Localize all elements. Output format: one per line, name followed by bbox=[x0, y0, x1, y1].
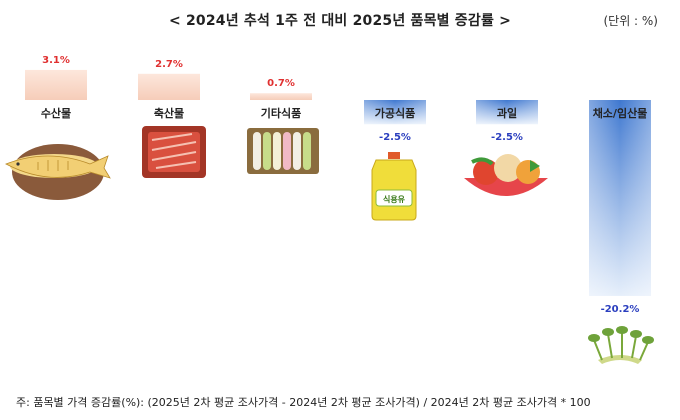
fruit-bowl-icon bbox=[464, 154, 548, 196]
value-label-2: 2.7% bbox=[155, 59, 183, 70]
value-label-1: 3.1% bbox=[42, 55, 70, 66]
unit-label: (단위 : %) bbox=[603, 14, 658, 28]
bar-2 bbox=[138, 73, 200, 100]
category-label-5: 과일 bbox=[497, 106, 517, 120]
vegetable-icon bbox=[588, 326, 654, 364]
bar-shine-4 bbox=[364, 100, 426, 125]
category-label-3: 기타식품 bbox=[261, 106, 301, 120]
fish-icon bbox=[5, 144, 111, 200]
value-label-3: 0.7% bbox=[267, 78, 295, 89]
bar-3 bbox=[250, 93, 312, 100]
footnote: 주: 품목별 가격 증감률(%): (2025년 2차 평균 조사가격 - 20… bbox=[16, 396, 591, 409]
value-label-4: -2.5% bbox=[379, 132, 411, 143]
value-label-5: -2.5% bbox=[491, 132, 523, 143]
rice-cake-icon bbox=[247, 128, 319, 174]
bar-shine-5 bbox=[476, 100, 538, 125]
category-label-2: 축산물 bbox=[154, 106, 184, 120]
bar-shine-6 bbox=[589, 100, 651, 296]
meat-icon bbox=[142, 126, 206, 178]
category-label-6: 채소/임산물 bbox=[593, 106, 648, 120]
bar-chart: 3.1% 수산물 2.7% 축산물 0.7% 기타식품 -2.5% 가공식품 -2.5% 과일 -2… bbox=[5, 55, 654, 364]
category-label-1: 수산물 bbox=[41, 106, 71, 120]
value-label-6: -20.2% bbox=[601, 304, 640, 315]
chart-title: < 2024년 추석 1주 전 대비 2025년 품목별 증감률 > bbox=[168, 13, 512, 29]
oil-label: 식용유 bbox=[383, 194, 406, 204]
category-label-4: 가공식품 bbox=[375, 106, 415, 120]
cooking-oil-icon: 식용유 bbox=[371, 152, 417, 221]
bar-1 bbox=[25, 69, 87, 100]
